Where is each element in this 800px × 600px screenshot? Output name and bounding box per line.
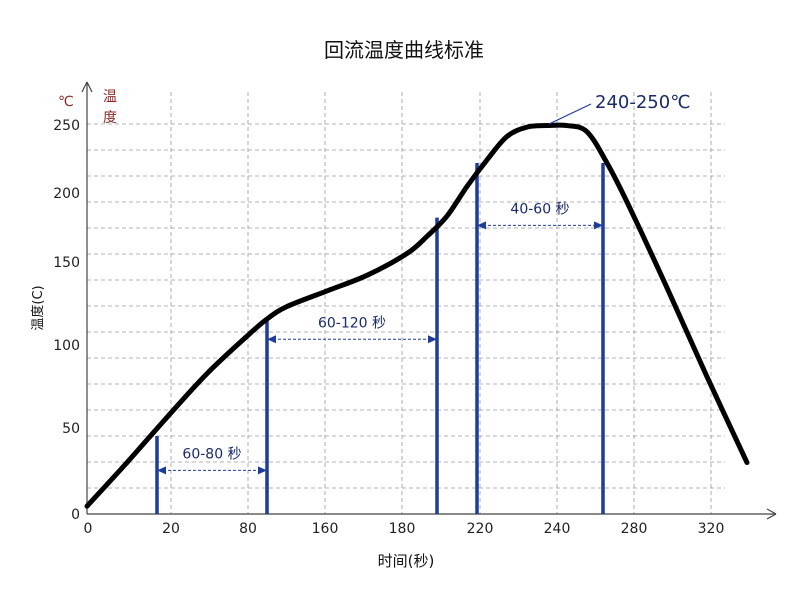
interval-label-1: 60-120 秒: [318, 315, 386, 331]
curve-layer: [84, 122, 750, 509]
y-tick-label-2: 100: [53, 338, 80, 354]
interval-arrow-right-0: [258, 466, 267, 475]
x-tick-label-2: 80: [239, 521, 257, 537]
interval-label-0: 60-80 秒: [182, 446, 241, 462]
x-axis-arrow: [766, 508, 777, 520]
x-tick-label-0: 0: [84, 521, 93, 537]
y-tick-label-0: 0: [71, 507, 80, 523]
x-axis-label: 时间(秒): [378, 552, 435, 570]
interval-arrow-left-0: [157, 466, 166, 475]
axis-layer: [81, 81, 777, 520]
y-tick-label-3: 150: [53, 255, 80, 271]
interval-label-2: 40-60 秒: [510, 201, 569, 217]
label-layer: 0 20 80 160 180 220 240 280 320 0 50 100 150 200 250 24…: [53, 92, 724, 537]
x-tick-label-5: 220: [467, 521, 494, 537]
y-name-label-top: 温: [103, 89, 117, 105]
interval-arrow-right-1: [428, 335, 437, 344]
callout-label: 240-250℃: [595, 92, 690, 113]
x-tick-label-1: 20: [162, 521, 180, 537]
y-tick-label-4: 200: [53, 186, 80, 202]
y-name-label-bottom: 度: [103, 110, 117, 126]
callout-leader: [548, 103, 592, 125]
y-unit-label: ℃: [58, 94, 74, 110]
grid-layer: [87, 92, 725, 515]
marker-layer: [155, 163, 605, 514]
interval-arrow-left-2: [477, 221, 486, 230]
interval-arrow-left-1: [267, 335, 276, 344]
x-tick-label-7: 280: [621, 521, 648, 537]
temperature-curve: [84, 122, 750, 509]
interval-arrow-right-2: [594, 221, 603, 230]
y-axis-arrow: [81, 81, 93, 93]
x-tick-label-3: 160: [312, 521, 339, 537]
y-tick-label-1: 50: [62, 421, 80, 437]
x-tick-label-8: 320: [698, 521, 725, 537]
chart-title: 回流温度曲线标准: [324, 38, 484, 62]
y-tick-label-5: 250: [53, 118, 80, 134]
x-tick-label-4: 180: [389, 521, 416, 537]
interval-layer: 60-80 秒 60-120 秒 40-60 秒: [157, 201, 603, 475]
x-tick-label-6: 240: [544, 521, 571, 537]
y-axis-label: 温度(C): [30, 285, 46, 330]
